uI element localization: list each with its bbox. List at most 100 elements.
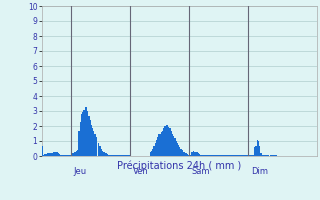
Bar xyxy=(65,155,66,156)
Bar xyxy=(158,134,159,156)
Bar xyxy=(235,155,236,156)
Bar xyxy=(115,155,116,156)
Bar xyxy=(260,153,261,156)
Bar xyxy=(93,130,94,156)
Bar xyxy=(208,155,209,156)
Bar xyxy=(215,155,216,156)
Bar xyxy=(252,155,253,156)
Bar xyxy=(95,134,96,156)
Bar xyxy=(206,155,207,156)
Bar xyxy=(186,153,187,156)
Bar xyxy=(79,130,80,156)
Bar xyxy=(227,155,228,156)
Bar xyxy=(239,155,240,156)
Bar xyxy=(267,155,268,156)
Bar xyxy=(113,155,114,156)
Bar xyxy=(201,154,202,156)
Bar xyxy=(80,121,81,156)
Bar xyxy=(210,155,211,156)
Bar xyxy=(209,155,210,156)
Bar xyxy=(253,154,254,156)
Bar xyxy=(272,155,273,156)
Bar xyxy=(168,127,169,156)
Bar xyxy=(63,155,64,156)
Bar xyxy=(263,155,264,156)
Text: Sam: Sam xyxy=(192,167,210,176)
Bar xyxy=(192,152,193,156)
Bar xyxy=(164,126,165,156)
Bar xyxy=(94,134,95,156)
Bar xyxy=(194,152,195,156)
Bar xyxy=(106,153,107,156)
Bar xyxy=(75,152,76,156)
Bar xyxy=(250,155,251,156)
Bar xyxy=(177,142,178,156)
Bar xyxy=(126,155,127,156)
Bar xyxy=(160,134,161,156)
Bar xyxy=(121,155,122,156)
Bar xyxy=(47,153,48,156)
Bar xyxy=(109,154,110,156)
Bar xyxy=(92,128,93,156)
Bar xyxy=(245,155,246,156)
Bar xyxy=(162,130,163,156)
Bar xyxy=(59,154,60,156)
Bar xyxy=(200,154,201,156)
Bar xyxy=(189,155,190,156)
Bar xyxy=(152,148,153,156)
Bar xyxy=(88,116,89,156)
Bar xyxy=(236,155,237,156)
Bar xyxy=(119,155,120,156)
Bar xyxy=(103,152,104,156)
Bar xyxy=(218,155,219,156)
Bar xyxy=(108,154,109,156)
Bar xyxy=(270,155,271,156)
Bar xyxy=(198,153,199,156)
Bar xyxy=(64,155,65,156)
Bar xyxy=(44,154,45,156)
Bar xyxy=(269,155,270,156)
Bar xyxy=(212,155,213,156)
Bar xyxy=(211,155,212,156)
Bar xyxy=(84,106,85,156)
Bar xyxy=(150,152,151,156)
Bar xyxy=(176,141,177,156)
Bar xyxy=(167,125,168,156)
Bar xyxy=(118,155,119,156)
Bar xyxy=(151,151,152,156)
Bar xyxy=(237,155,238,156)
Bar xyxy=(262,154,263,156)
Bar xyxy=(157,137,158,156)
Bar xyxy=(199,154,200,156)
Bar xyxy=(274,155,275,156)
Bar xyxy=(102,151,103,156)
Bar xyxy=(123,155,124,156)
Bar xyxy=(99,146,100,156)
Bar xyxy=(259,146,260,156)
Bar xyxy=(124,155,125,156)
Bar xyxy=(213,155,214,156)
Bar xyxy=(67,155,68,156)
Bar xyxy=(257,140,258,156)
Bar xyxy=(101,148,102,156)
Text: Dim: Dim xyxy=(251,167,268,176)
Bar xyxy=(83,112,84,156)
Bar xyxy=(185,153,186,156)
Bar xyxy=(203,154,204,156)
Bar xyxy=(73,153,74,156)
Bar xyxy=(117,155,118,156)
Bar xyxy=(264,155,265,156)
Bar xyxy=(72,153,73,156)
Bar xyxy=(48,153,49,156)
Bar xyxy=(159,134,160,156)
Bar xyxy=(271,155,272,156)
Bar xyxy=(120,155,121,156)
Bar xyxy=(45,154,46,156)
Bar xyxy=(163,128,164,156)
Bar xyxy=(221,155,222,156)
Bar xyxy=(179,147,180,156)
Bar xyxy=(128,155,129,156)
Bar xyxy=(275,155,276,156)
Bar xyxy=(69,155,70,156)
Bar xyxy=(52,153,53,156)
